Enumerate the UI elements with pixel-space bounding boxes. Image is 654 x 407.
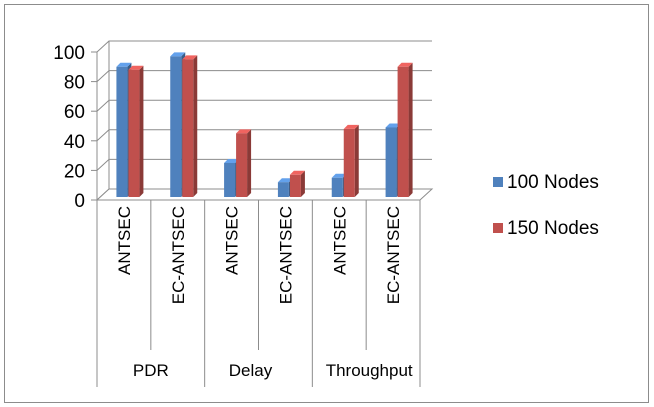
y-tick-label: 40 xyxy=(64,132,85,153)
gridline xyxy=(96,129,432,142)
category-label: EC-ANTSEC xyxy=(169,206,188,304)
bar xyxy=(182,59,194,197)
gridline xyxy=(96,40,432,53)
y-tick-label: 60 xyxy=(64,102,85,123)
bar-top xyxy=(182,55,198,60)
bar xyxy=(385,127,397,197)
bar-top xyxy=(331,173,347,178)
bar xyxy=(277,182,289,197)
bar-side xyxy=(300,170,305,197)
axis-layer xyxy=(91,51,421,387)
bar-top xyxy=(397,62,413,67)
bar-top xyxy=(343,124,359,129)
bar xyxy=(397,66,409,197)
bar-top xyxy=(170,52,186,57)
legend: 100 Nodes 150 Nodes xyxy=(493,172,599,239)
category-label: ANTSEC xyxy=(330,206,349,275)
legend-label: 100 Nodes xyxy=(507,172,599,193)
bar-top xyxy=(385,123,401,128)
group-label: Throughput xyxy=(326,361,413,380)
bar-top xyxy=(224,158,240,163)
bar xyxy=(170,56,182,198)
group-label: PDR xyxy=(133,361,169,380)
bar-side xyxy=(354,124,359,197)
group-label: Delay xyxy=(229,361,273,380)
category-label: ANTSEC xyxy=(115,206,134,275)
gridline xyxy=(96,99,432,112)
grid-layer xyxy=(95,40,434,201)
gridline xyxy=(96,70,432,82)
bar-top xyxy=(236,129,252,134)
bar-top xyxy=(289,170,305,175)
chart-floor xyxy=(95,188,434,201)
legend-swatch xyxy=(493,223,503,233)
bar-layer xyxy=(116,52,413,198)
bar xyxy=(289,174,301,197)
gridline xyxy=(96,158,432,171)
y-tick-label: 20 xyxy=(64,161,85,182)
bar xyxy=(116,66,128,197)
bar xyxy=(343,128,355,197)
bar-side xyxy=(193,55,198,197)
bar-top xyxy=(116,62,132,67)
bar-top xyxy=(277,178,293,183)
bar-side xyxy=(408,62,413,198)
bar xyxy=(224,162,236,197)
y-tick-label: 100 xyxy=(53,43,85,64)
category-label: EC-ANTSEC xyxy=(276,206,295,304)
legend-label: 150 Nodes xyxy=(507,218,599,239)
bar-top xyxy=(128,65,144,70)
category-label: EC-ANTSEC xyxy=(384,206,403,304)
y-tick-label: 80 xyxy=(64,73,85,94)
bar xyxy=(331,177,343,197)
bar xyxy=(236,133,248,197)
legend-swatch xyxy=(493,177,503,187)
bar xyxy=(128,69,140,197)
label-layer: 0 20 40 60 80 100 ANTSEC EC-ANTSEC ANTSEC EC-ANTS… xyxy=(53,43,413,380)
bar-side xyxy=(247,129,252,197)
bar-side xyxy=(139,65,144,197)
category-label: ANTSEC xyxy=(223,206,242,275)
y-tick-label: 0 xyxy=(74,191,85,212)
